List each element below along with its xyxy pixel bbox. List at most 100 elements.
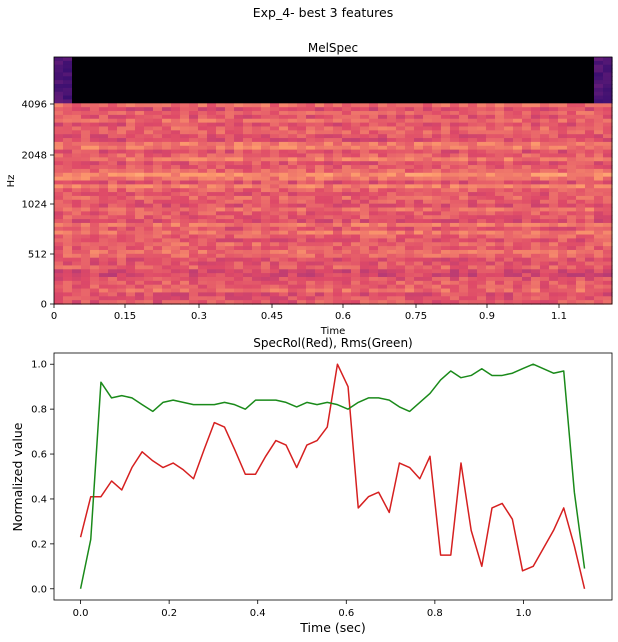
spectrogram-cell bbox=[603, 114, 613, 120]
spectrogram-cell bbox=[144, 265, 154, 270]
spectrogram-cell bbox=[540, 122, 550, 128]
spectrogram-cell bbox=[432, 95, 442, 101]
spectrogram-cell bbox=[297, 188, 307, 193]
spectrogram-cell bbox=[324, 207, 334, 212]
spectrogram-cell bbox=[333, 296, 343, 301]
spectrogram-cell bbox=[162, 87, 172, 93]
spectrogram-cell bbox=[171, 95, 181, 101]
spectrogram-cell bbox=[450, 226, 460, 232]
spectrogram-cell bbox=[351, 226, 361, 232]
spectrogram-cell bbox=[369, 180, 379, 185]
spectrogram-cell bbox=[549, 172, 559, 178]
spectrogram-cell bbox=[180, 76, 190, 81]
spectrogram-cell bbox=[198, 165, 208, 170]
melspec-y-tick-label: 512 bbox=[28, 250, 47, 261]
spectrogram-cell bbox=[234, 68, 244, 74]
spectrogram-cell bbox=[162, 122, 172, 128]
spectrogram-cell bbox=[549, 165, 559, 170]
line-x-tick-label: 0.4 bbox=[250, 608, 266, 619]
spectrogram-cell bbox=[198, 234, 208, 239]
spectrogram-cell bbox=[126, 114, 136, 120]
spectrogram-cell bbox=[414, 180, 424, 185]
spectrogram-cell bbox=[387, 130, 397, 135]
spectrogram-cell bbox=[477, 199, 487, 205]
spectrogram-cell bbox=[216, 172, 226, 178]
spectrogram-cell bbox=[594, 280, 604, 286]
spectrogram-cell bbox=[315, 145, 325, 151]
spectrogram-cell bbox=[369, 141, 379, 147]
spectrogram-cell bbox=[414, 176, 424, 182]
spectrogram-cell bbox=[108, 203, 118, 209]
spectrogram-cell bbox=[189, 288, 199, 294]
spectrogram-cell bbox=[189, 72, 199, 77]
spectrogram-cell bbox=[333, 195, 343, 201]
spectrogram-cell bbox=[549, 149, 559, 155]
spectrogram-cell bbox=[504, 68, 514, 74]
spectrogram-cell bbox=[153, 84, 163, 89]
spectrogram-cell bbox=[540, 296, 550, 301]
spectrogram-cell bbox=[54, 153, 64, 158]
spectrogram-cell bbox=[441, 165, 451, 170]
spectrogram-cell bbox=[594, 215, 604, 220]
spectrogram-cell bbox=[216, 95, 226, 101]
spectrogram-cell bbox=[306, 126, 316, 131]
spectrogram-cell bbox=[594, 238, 604, 243]
spectrogram-cell bbox=[513, 184, 523, 189]
spectrogram-cell bbox=[198, 107, 208, 112]
spectrogram-cell bbox=[135, 176, 145, 182]
spectrogram-cell bbox=[603, 219, 613, 224]
spectrogram-cell bbox=[387, 84, 397, 89]
spectrogram-cell bbox=[279, 76, 289, 81]
spectrogram-cell bbox=[297, 184, 307, 189]
spectrogram-cell bbox=[585, 184, 595, 189]
spectrogram-cell bbox=[585, 130, 595, 135]
spectrogram-cell bbox=[567, 215, 577, 220]
spectrogram-cell bbox=[495, 80, 505, 85]
spectrogram-cell bbox=[360, 161, 370, 166]
spectrogram-cell bbox=[450, 95, 460, 101]
spectrogram-cell bbox=[477, 134, 487, 139]
spectrogram-cell bbox=[603, 234, 613, 239]
spectrogram-cell bbox=[504, 276, 514, 282]
spectrogram-cell bbox=[432, 203, 442, 209]
spectrogram-cell bbox=[459, 211, 469, 216]
spectrogram-cell bbox=[198, 118, 208, 124]
spectrogram-cell bbox=[414, 126, 424, 131]
spectrogram-cell bbox=[342, 261, 352, 267]
spectrogram-cell bbox=[459, 296, 469, 301]
spectrogram-cell bbox=[405, 230, 415, 236]
spectrogram-cell bbox=[576, 114, 586, 120]
spectrogram-cell bbox=[387, 192, 397, 197]
spectrogram-cell bbox=[315, 141, 325, 147]
spectrogram-cell bbox=[288, 91, 298, 97]
spectrogram-cell bbox=[306, 72, 316, 77]
spectrogram-cell bbox=[414, 130, 424, 135]
spectrogram-cell bbox=[261, 60, 271, 66]
spectrogram-cell bbox=[99, 253, 109, 259]
spectrogram-cell bbox=[522, 199, 532, 205]
spectrogram-cell bbox=[117, 80, 127, 85]
spectrogram-cell bbox=[270, 122, 280, 128]
spectrogram-cell bbox=[72, 226, 82, 232]
spectrogram-cell bbox=[567, 242, 577, 247]
spectrogram-cell bbox=[279, 211, 289, 216]
spectrogram-cell bbox=[387, 211, 397, 216]
spectrogram-cell bbox=[153, 222, 163, 228]
spectrogram-cell bbox=[270, 91, 280, 97]
spectrogram-cell bbox=[252, 207, 262, 212]
spectrogram-cell bbox=[387, 149, 397, 155]
spectrogram-cell bbox=[603, 149, 613, 155]
spectrogram-cell bbox=[396, 292, 406, 297]
spectrogram-cell bbox=[306, 118, 316, 124]
spectrogram-cell bbox=[135, 238, 145, 243]
spectrogram-cell bbox=[81, 265, 91, 270]
spectrogram-cell bbox=[549, 265, 559, 270]
spectrogram-cell bbox=[81, 238, 91, 243]
spectrogram-cell bbox=[108, 284, 118, 290]
spectrogram-cell bbox=[522, 134, 532, 139]
spectrogram-cell bbox=[243, 107, 253, 112]
spectrogram-cell bbox=[558, 64, 568, 70]
spectrogram-cell bbox=[198, 199, 208, 205]
spectrogram-cell bbox=[81, 226, 91, 232]
spectrogram-cell bbox=[225, 126, 235, 131]
